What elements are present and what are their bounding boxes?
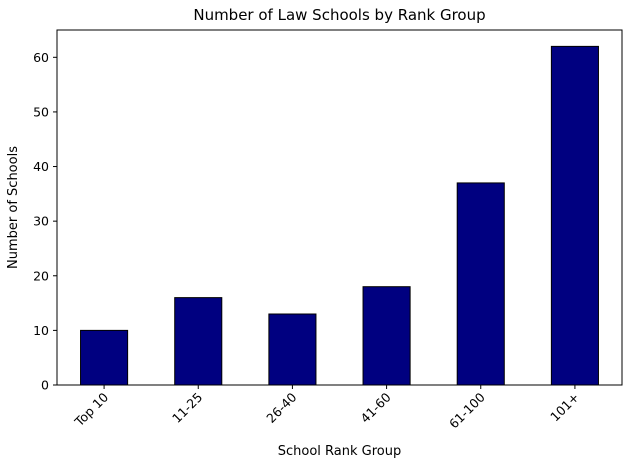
bar <box>362 286 411 386</box>
y-tick-label: 10 <box>33 323 49 338</box>
y-tick-label: 0 <box>41 378 49 393</box>
y-tick-label: 30 <box>33 214 49 229</box>
plot-frame <box>56 29 623 386</box>
y-tick-label: 40 <box>33 159 49 174</box>
chart-title: Number of Law Schools by Rank Group <box>193 6 485 24</box>
y-axis-label: Number of Schools <box>6 146 21 269</box>
x-tick-label: 61-100 <box>446 389 488 431</box>
x-tick-label: 11-25 <box>169 390 205 426</box>
x-tick-label: 101+ <box>547 390 582 425</box>
x-tick-label: Top 10 <box>71 389 111 429</box>
y-tick-label: 50 <box>33 104 49 119</box>
x-tick-label: 41-60 <box>357 389 393 425</box>
bar <box>80 329 129 386</box>
bar <box>456 182 505 386</box>
x-tick-label: 26-40 <box>263 389 299 425</box>
y-tick-label: 20 <box>33 268 49 283</box>
y-tick-label: 60 <box>33 50 49 65</box>
bar <box>268 313 317 386</box>
plot-background <box>57 30 622 385</box>
x-axis-label: School Rank Group <box>278 444 401 459</box>
bar <box>550 45 599 386</box>
bar <box>174 297 223 386</box>
